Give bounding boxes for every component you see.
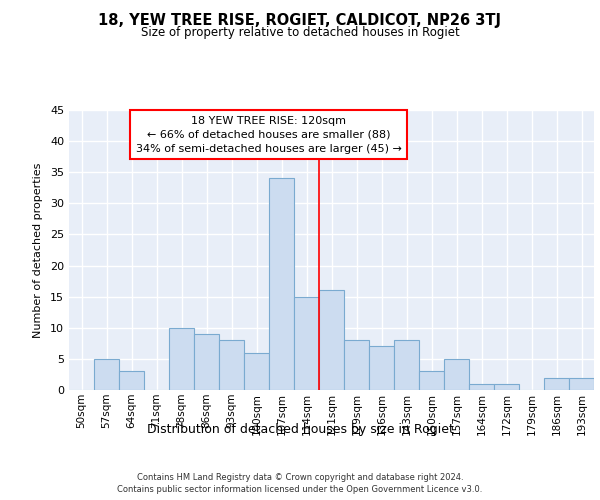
Bar	[369, 346, 394, 390]
Bar	[569, 378, 594, 390]
Bar	[269, 178, 294, 390]
Bar	[94, 359, 119, 390]
Text: Contains HM Land Registry data © Crown copyright and database right 2024.: Contains HM Land Registry data © Crown c…	[137, 472, 463, 482]
Bar	[194, 334, 219, 390]
Text: Distribution of detached houses by size in Rogiet: Distribution of detached houses by size …	[146, 422, 454, 436]
Bar	[294, 296, 319, 390]
Bar	[444, 359, 469, 390]
Text: 18, YEW TREE RISE, ROGIET, CALDICOT, NP26 3TJ: 18, YEW TREE RISE, ROGIET, CALDICOT, NP2…	[98, 12, 502, 28]
Bar	[219, 340, 244, 390]
Bar	[419, 372, 444, 390]
Bar	[544, 378, 569, 390]
Bar	[119, 372, 144, 390]
Text: 18 YEW TREE RISE: 120sqm
← 66% of detached houses are smaller (88)
34% of semi-d: 18 YEW TREE RISE: 120sqm ← 66% of detach…	[136, 116, 401, 154]
Text: Contains public sector information licensed under the Open Government Licence v3: Contains public sector information licen…	[118, 485, 482, 494]
Bar	[469, 384, 494, 390]
Bar	[319, 290, 344, 390]
Text: Size of property relative to detached houses in Rogiet: Size of property relative to detached ho…	[140, 26, 460, 39]
Y-axis label: Number of detached properties: Number of detached properties	[33, 162, 43, 338]
Bar	[394, 340, 419, 390]
Bar	[244, 352, 269, 390]
Bar	[344, 340, 369, 390]
Bar	[169, 328, 194, 390]
Bar	[494, 384, 519, 390]
